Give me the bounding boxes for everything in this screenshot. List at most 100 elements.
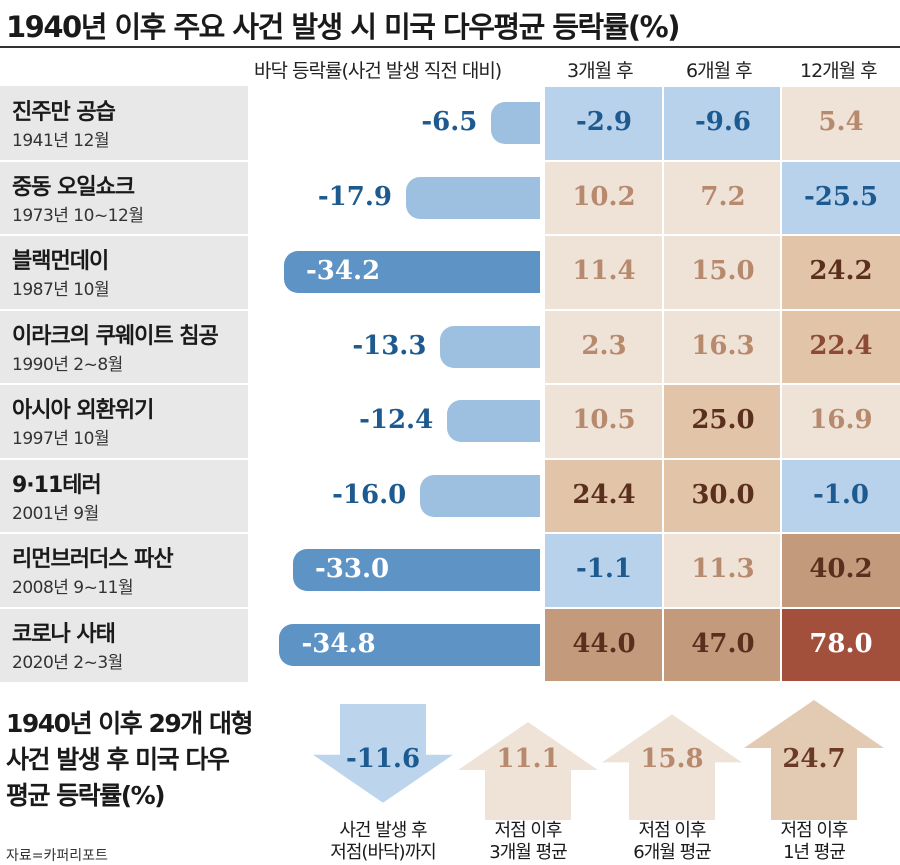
value-cell bbox=[545, 385, 663, 458]
value-cell bbox=[782, 459, 900, 532]
summary-value: 15.8 bbox=[640, 744, 704, 774]
value-label: -1.0 bbox=[812, 479, 870, 510]
value-label: 10.5 bbox=[572, 405, 636, 435]
value-label: 40.2 bbox=[809, 554, 873, 584]
bottom-change-label: -17.9 bbox=[317, 181, 393, 212]
row-divider bbox=[0, 532, 248, 534]
row-divider bbox=[0, 606, 248, 609]
value-cell bbox=[782, 87, 900, 160]
event-name: 리먼브러더스 파산 bbox=[12, 547, 174, 572]
value-label: 2.3 bbox=[581, 330, 627, 361]
summary-title-line-1: 1940년 이후 29개 대형 bbox=[6, 709, 253, 738]
value-cell bbox=[782, 534, 900, 607]
value-cell bbox=[545, 161, 663, 234]
event-name: 9·11테러 bbox=[12, 472, 102, 498]
header-12m: 12개월 후 bbox=[800, 60, 878, 82]
row-divider bbox=[0, 457, 248, 460]
bottom-change-label: -6.5 bbox=[421, 107, 478, 137]
event-date: 2020년 2~3월 bbox=[12, 652, 123, 673]
value-cell bbox=[664, 385, 782, 458]
value-label: 11.4 bbox=[572, 256, 636, 286]
value-label: 22.4 bbox=[809, 330, 873, 361]
bottom-change-bar bbox=[283, 251, 540, 293]
summary-arrow bbox=[602, 714, 742, 820]
summary-title-line-2: 사건 발생 후 미국 다우 bbox=[6, 745, 230, 774]
value-label: -25.5 bbox=[803, 181, 879, 212]
event-name: 블랙먼데이 bbox=[12, 249, 109, 274]
value-cell bbox=[782, 608, 900, 681]
value-cell bbox=[545, 87, 663, 160]
summary-caption: 저점(바닥)까지 bbox=[330, 842, 436, 863]
value-cell bbox=[664, 459, 782, 532]
title-divider bbox=[0, 46, 900, 48]
row-divider bbox=[0, 234, 248, 236]
event-date: 1990년 2~8월 bbox=[12, 354, 123, 375]
value-label: 47.0 bbox=[691, 628, 755, 659]
value-cell bbox=[664, 236, 782, 309]
row-divider bbox=[0, 383, 248, 385]
value-label: 10.2 bbox=[572, 181, 636, 212]
bottom-change-label: -33.0 bbox=[314, 554, 390, 584]
summary-caption: 저점 이후 bbox=[780, 820, 849, 841]
event-date: 1997년 10월 bbox=[12, 429, 110, 449]
header-bottom: 바닥 등락률(사건 발생 직전 대비) bbox=[254, 60, 502, 82]
event-date: 2001년 9월 bbox=[12, 503, 99, 524]
value-label: 15.0 bbox=[691, 256, 755, 286]
bottom-change-bar bbox=[447, 400, 540, 442]
value-cell bbox=[782, 385, 900, 458]
value-label: 16.9 bbox=[809, 405, 873, 435]
column-divider bbox=[780, 86, 782, 682]
event-name: 이라크의 쿠웨이트 침공 bbox=[12, 323, 219, 349]
value-label: 30.0 bbox=[691, 479, 755, 510]
value-label: 5.4 bbox=[818, 107, 864, 137]
value-label: 16.3 bbox=[691, 330, 755, 361]
summary-caption: 1년 평균 bbox=[783, 842, 846, 863]
value-label: 24.4 bbox=[572, 479, 636, 510]
value-cell bbox=[664, 87, 782, 160]
summary-value: 11.1 bbox=[496, 744, 560, 774]
summary-arrow bbox=[458, 722, 598, 820]
event-name: 코로나 사태 bbox=[12, 621, 116, 647]
summary-caption: 사건 발생 후 bbox=[339, 820, 427, 841]
value-label: -1.1 bbox=[575, 554, 633, 584]
row-divider bbox=[0, 308, 248, 311]
row-divider bbox=[0, 159, 248, 162]
bottom-change-label: -34.8 bbox=[301, 628, 376, 659]
bottom-change-label: -34.2 bbox=[305, 256, 381, 286]
value-cell bbox=[664, 161, 782, 234]
summary-caption: 저점 이후 bbox=[494, 820, 563, 841]
summary-caption: 6개월 평균 bbox=[633, 842, 711, 863]
value-label: -2.9 bbox=[575, 107, 633, 137]
value-cell bbox=[664, 534, 782, 607]
value-label: 25.0 bbox=[691, 405, 755, 435]
column-divider bbox=[662, 86, 664, 682]
value-cell bbox=[545, 608, 663, 681]
summary-caption: 저점 이후 bbox=[638, 820, 707, 841]
value-cell bbox=[782, 236, 900, 309]
source-note: 자료=카퍼리포트 bbox=[6, 848, 108, 864]
summary-value: -11.6 bbox=[345, 744, 421, 774]
event-date: 2008년 9~11월 bbox=[12, 578, 134, 598]
value-label: 11.3 bbox=[691, 554, 755, 584]
summary-value: 24.7 bbox=[782, 744, 846, 774]
event-date: 1987년 10월 bbox=[12, 280, 110, 300]
value-cell bbox=[545, 459, 663, 532]
value-cell bbox=[545, 310, 663, 383]
value-label: 24.2 bbox=[809, 256, 873, 286]
summary-caption: 3개월 평균 bbox=[489, 842, 567, 863]
summary-arrow bbox=[744, 700, 884, 820]
event-name: 아시아 외환위기 bbox=[12, 398, 154, 423]
value-cell bbox=[545, 534, 663, 607]
value-label: 44.0 bbox=[572, 628, 636, 659]
header-6m: 6개월 후 bbox=[686, 60, 753, 82]
value-label: -9.6 bbox=[694, 107, 752, 137]
summary-arrow bbox=[313, 704, 453, 803]
summary-title-line-3: 평균 등락률(%) bbox=[6, 781, 166, 810]
value-label: 78.0 bbox=[809, 628, 873, 659]
bottom-change-bar bbox=[279, 623, 540, 666]
bottom-change-bar bbox=[440, 325, 540, 368]
bottom-change-label: -12.4 bbox=[359, 405, 434, 435]
value-cell bbox=[545, 236, 663, 309]
bottom-change-bar bbox=[491, 102, 540, 144]
